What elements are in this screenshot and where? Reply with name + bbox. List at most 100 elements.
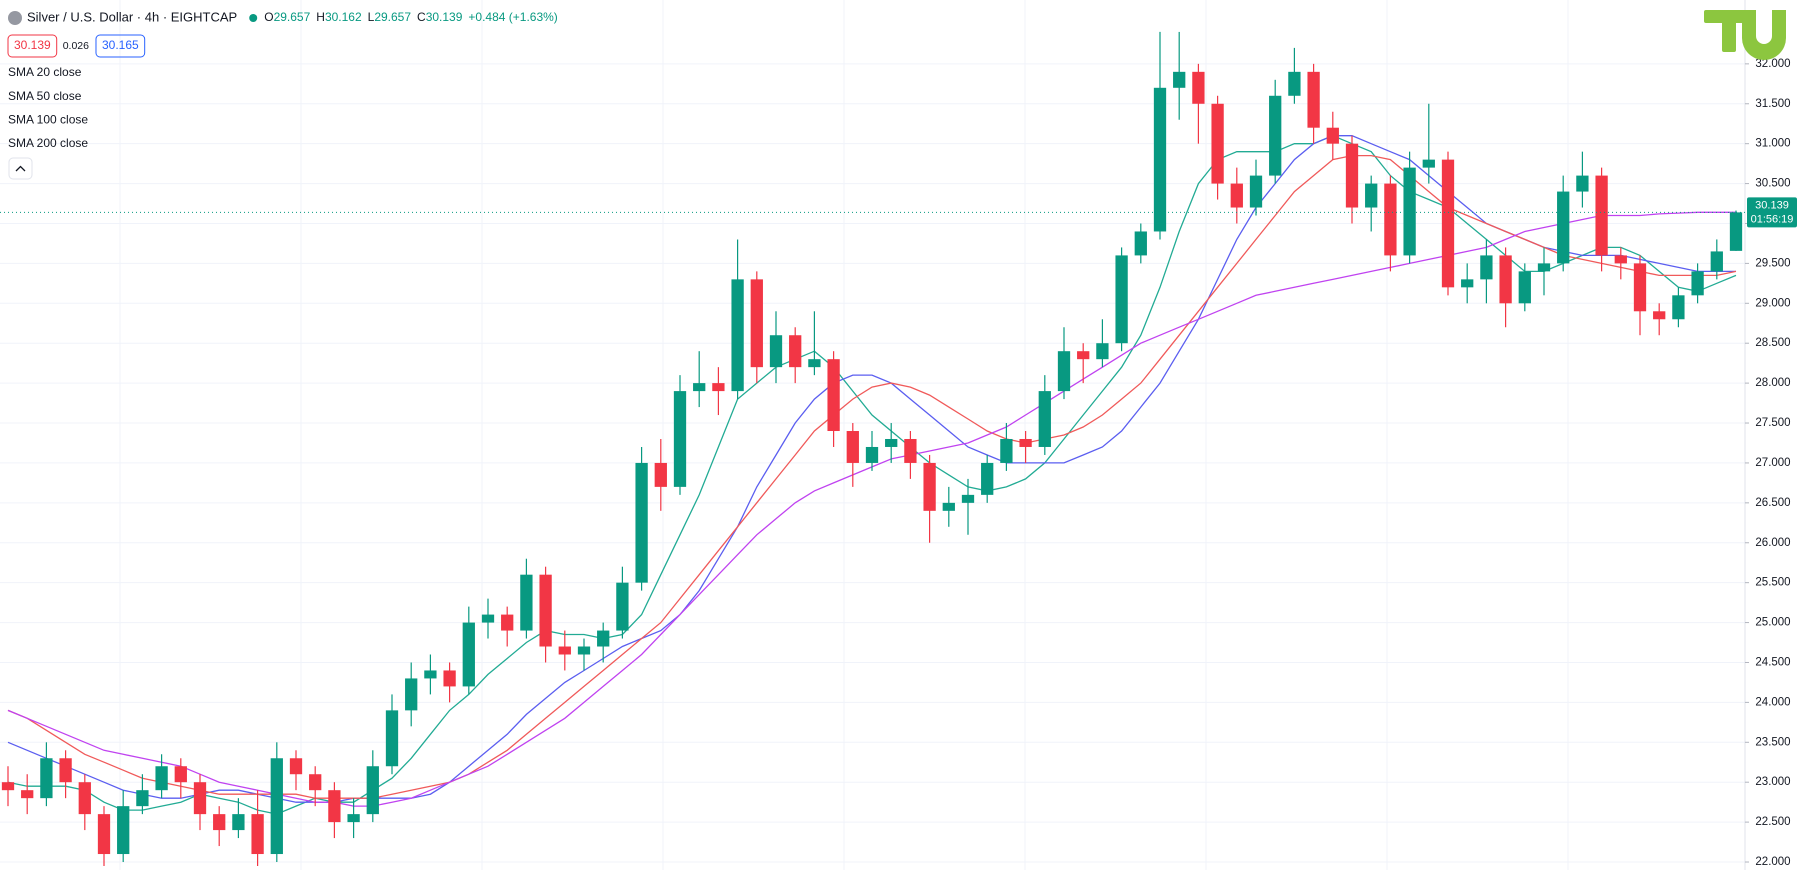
candle-body: [1729, 212, 1743, 251]
legend-entry[interactable]: SMA 50 close: [8, 89, 82, 103]
candle-body: [97, 814, 111, 855]
candle-body: [1345, 143, 1359, 208]
candle-body: [1019, 438, 1032, 447]
legend-entry[interactable]: SMA 200 close: [8, 136, 88, 150]
candle-body: [1249, 175, 1263, 208]
overlay: 30.139 01:56:19 Silver / U.S. Dollar · 4h …: [0, 9, 1797, 228]
y-tick-label: 26.000: [1755, 537, 1790, 549]
candle-body: [539, 574, 552, 647]
price-tag-label: 30.139: [1755, 199, 1789, 211]
ohlc-label: H: [316, 10, 325, 24]
candle-body: [1173, 71, 1186, 88]
ohlc-value: 29.657: [374, 10, 411, 24]
candle-body: [213, 814, 226, 831]
candle-body: [712, 383, 725, 392]
candle-body: [1307, 71, 1320, 128]
candle-body: [270, 758, 283, 855]
candle-body: [923, 462, 936, 511]
candle-body: [1326, 127, 1339, 144]
market-status: [249, 14, 258, 22]
candle-body: [424, 670, 437, 679]
candle-body: [1441, 159, 1455, 288]
y-tick-label: 23.500: [1755, 736, 1790, 748]
candle-body: [1691, 271, 1704, 296]
candle-body: [693, 383, 706, 392]
candle-body: [1384, 183, 1397, 256]
ohlc-value: 30.162: [325, 10, 362, 24]
y-tick-label: 29.000: [1755, 297, 1790, 309]
logo: [1704, 10, 1786, 60]
candle-body: [885, 438, 898, 447]
spread-label: 0.026: [63, 40, 89, 52]
bid-price-box: [7, 34, 58, 58]
candle-body: [1, 782, 15, 791]
change-label: +0.484 (+1.63%): [468, 10, 557, 24]
candle-body: [1192, 71, 1205, 104]
candle-body: [462, 622, 475, 687]
candle-body: [616, 582, 629, 631]
candle-body: [1288, 71, 1301, 96]
symbol-icon: [8, 11, 22, 25]
candle-body: [1633, 263, 1647, 312]
candle-body: [846, 431, 859, 463]
candle-body: [443, 670, 456, 687]
candle-body: [1096, 343, 1109, 360]
candle-body: [1576, 175, 1589, 192]
candle-body: [865, 446, 879, 463]
candle-body: [520, 574, 533, 631]
candle-body: [1115, 255, 1128, 344]
candle-body: [577, 646, 591, 655]
candle-body: [232, 814, 245, 831]
candle-body: [1557, 191, 1570, 264]
candle-body: [1672, 295, 1685, 320]
candle-body: [1000, 438, 1013, 463]
legend-entry[interactable]: SMA 100 close: [8, 112, 88, 126]
symbol-title: Silver / U.S. Dollar · 4h · EIGHTCAP: [27, 9, 237, 24]
y-tick-label: 31.500: [1755, 98, 1790, 110]
candle-body: [1422, 159, 1435, 168]
y-tick-label: 26.500: [1755, 497, 1790, 509]
candle-body: [1461, 279, 1474, 288]
candle-body: [808, 359, 821, 368]
candle-body: [501, 614, 514, 631]
candle-body: [750, 279, 763, 368]
ohlc-value: 30.139: [426, 10, 463, 24]
ask-price-box: [95, 34, 146, 58]
y-tick-label: 23.000: [1755, 776, 1790, 788]
candle-body: [1710, 251, 1723, 272]
candle-body: [117, 806, 130, 855]
candle-body: [1653, 311, 1666, 320]
candle-body: [78, 782, 91, 815]
candle-body: [635, 462, 648, 583]
y-tick-label: 25.500: [1755, 577, 1790, 589]
candle-body: [1403, 167, 1416, 256]
candle-body: [558, 646, 571, 655]
legend-entry[interactable]: SMA 20 close: [8, 65, 82, 79]
candle-body: [309, 774, 322, 791]
y-tick-label: 22.000: [1755, 856, 1790, 868]
candle-body: [1614, 255, 1627, 264]
plot-area: [1, 31, 1743, 867]
y-tick-label: 24.500: [1755, 657, 1790, 669]
candle-body: [904, 438, 917, 463]
price-tag: [1747, 197, 1797, 228]
candle-body: [1518, 271, 1531, 304]
candle-body: [1077, 351, 1090, 360]
candle-body: [1537, 263, 1551, 272]
ohlc-value: 29.657: [274, 10, 311, 24]
collapse-button[interactable]: [8, 157, 33, 180]
candle-body: [193, 782, 207, 815]
candle-body: [731, 279, 744, 392]
y-tick-label: 27.000: [1755, 457, 1790, 469]
candle-body: [789, 335, 802, 368]
bid-price: 30.139: [14, 38, 51, 52]
candle-body: [21, 790, 34, 799]
candle-body: [481, 614, 495, 623]
candle-body: [289, 758, 303, 775]
y-tick-label: 27.500: [1755, 417, 1790, 429]
candle-body: [1211, 103, 1224, 184]
countdown-label: 01:56:19: [1751, 213, 1794, 225]
candle-body: [155, 766, 168, 791]
